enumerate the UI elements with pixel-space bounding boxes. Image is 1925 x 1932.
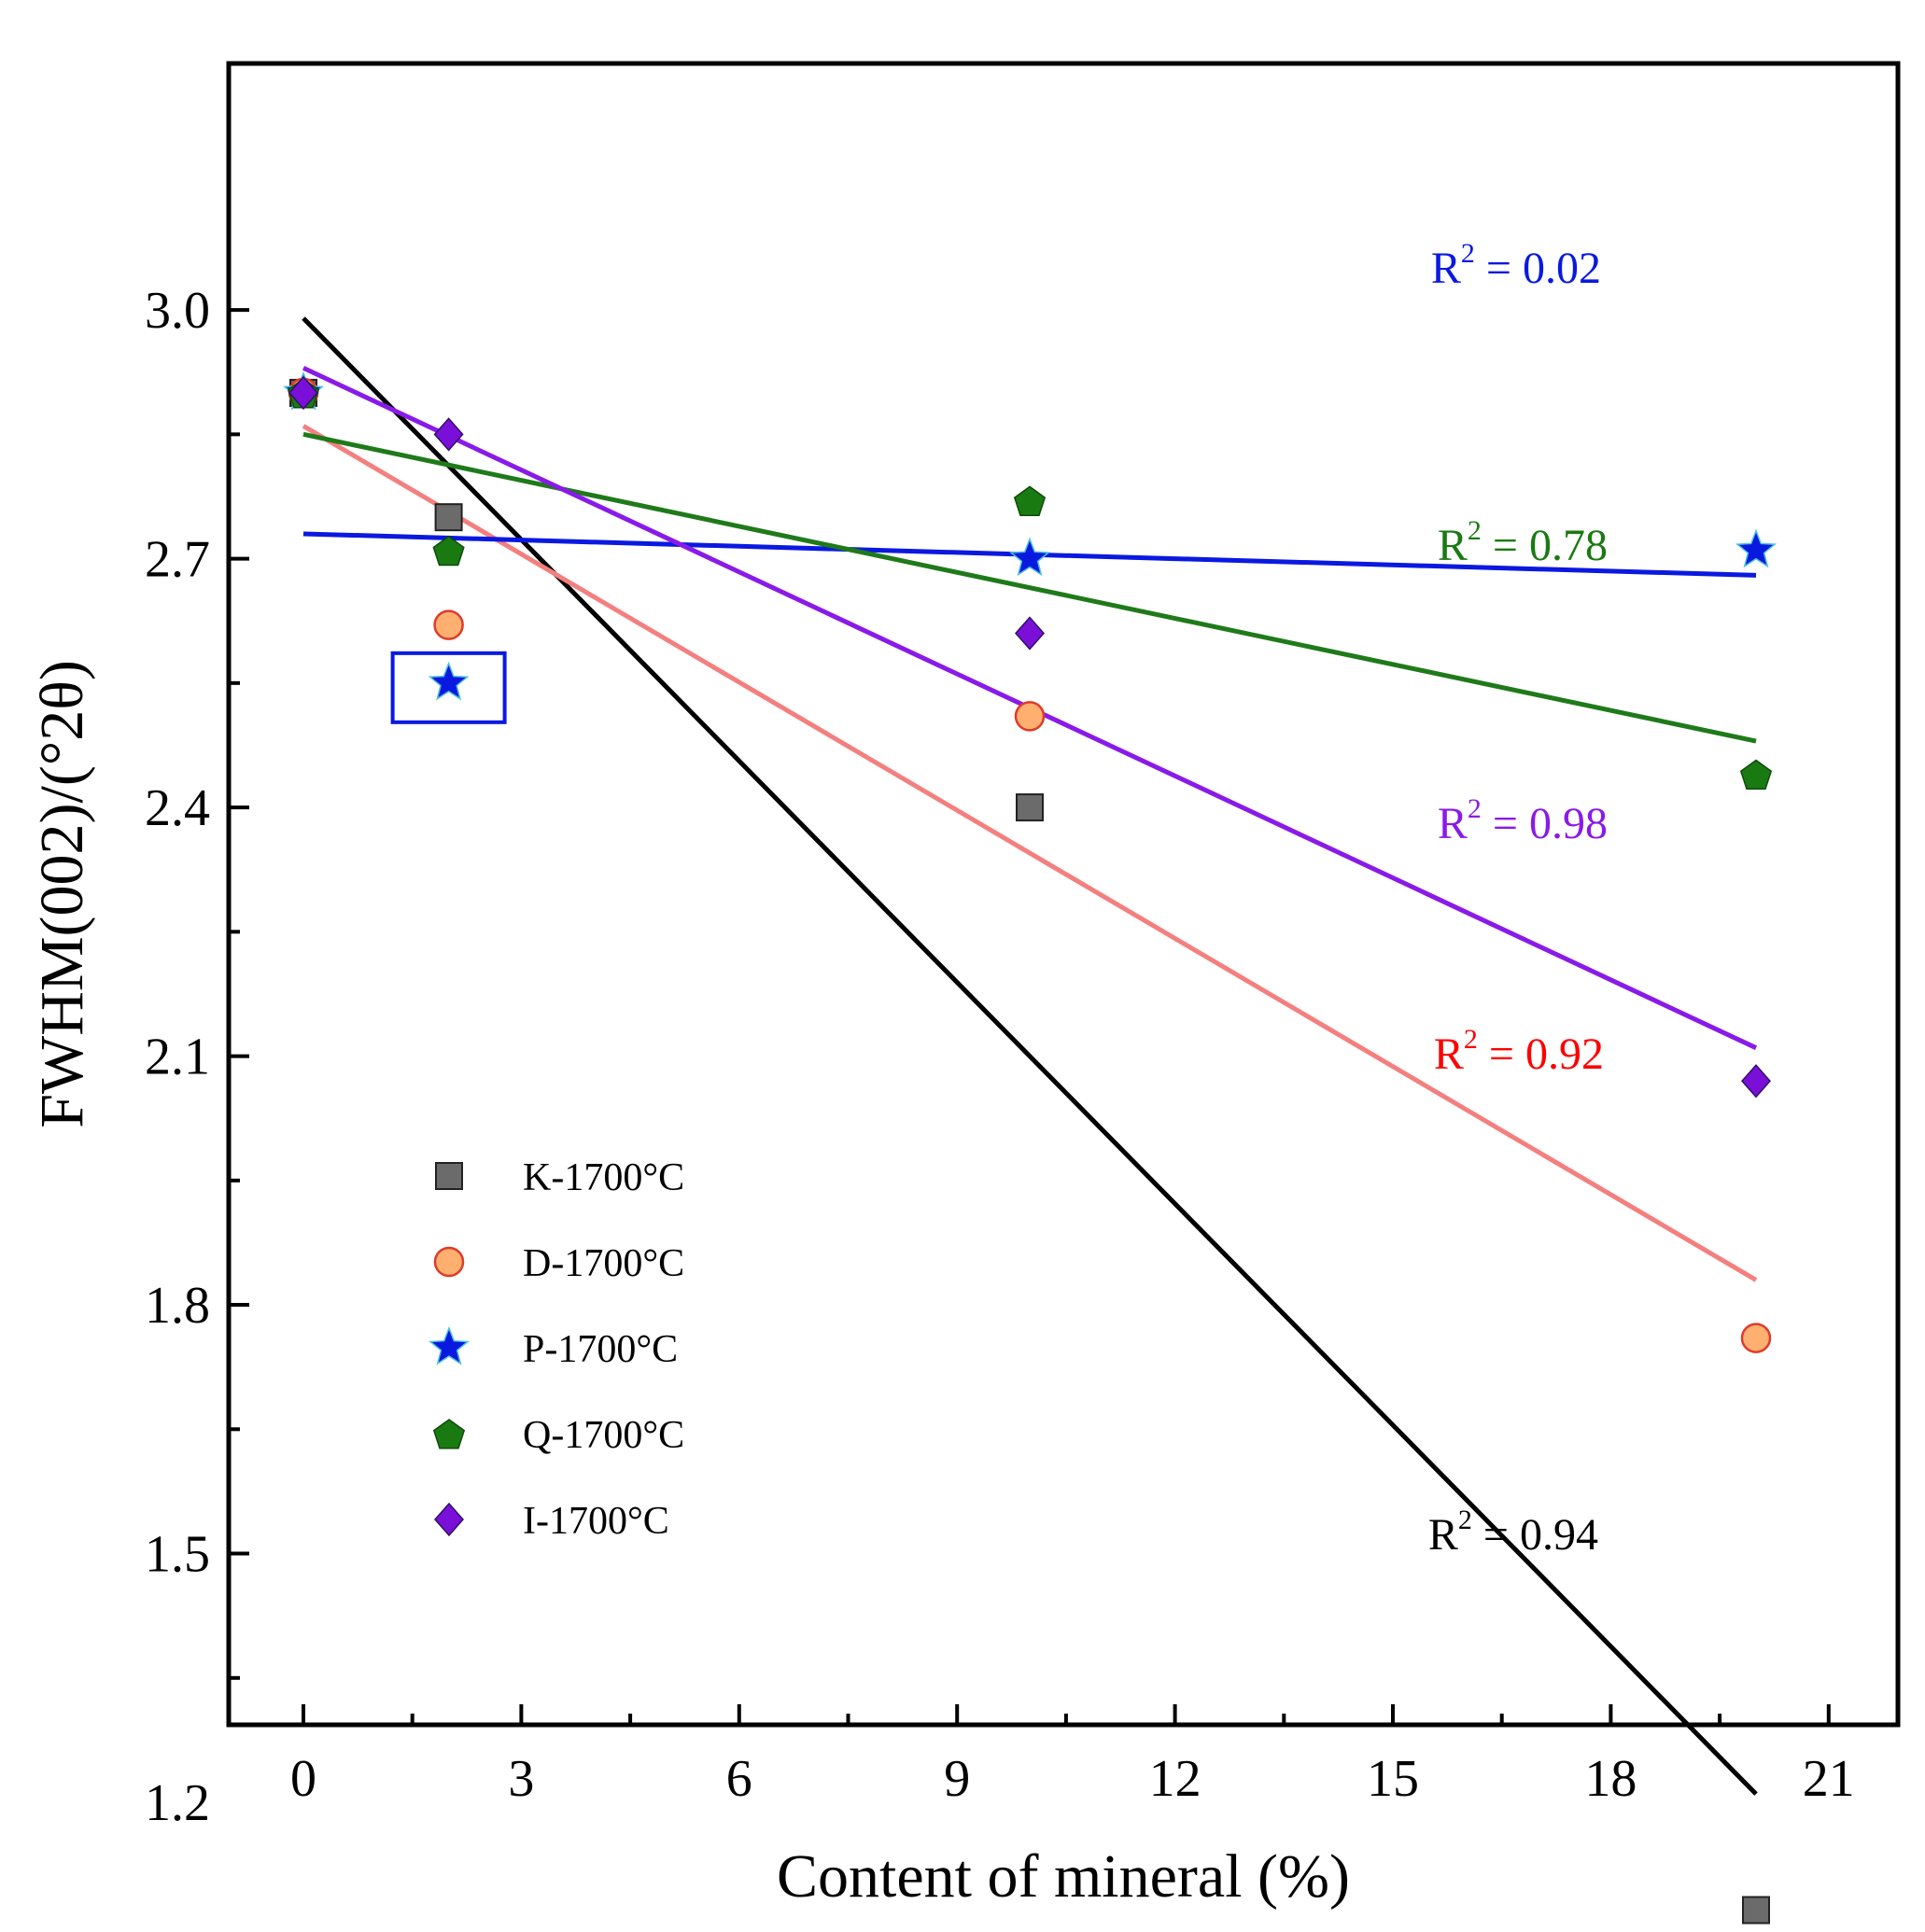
legend-label-d: D-1700°C [523, 1242, 684, 1285]
y-tick-label: 2.1 [145, 1029, 210, 1086]
marker-k-20 [1742, 1896, 1770, 1925]
marker-i-10 [1014, 616, 1046, 651]
r2-label-d: R2 = 0.92 [1434, 1024, 1604, 1079]
legend-marker-i [433, 1502, 465, 1537]
fit-line-d [302, 424, 1758, 1282]
x-tick-label: 18 [1584, 1750, 1637, 1808]
marker-p-10 [1009, 537, 1050, 577]
marker-k-2 [434, 503, 463, 532]
marker-d-10 [1014, 701, 1046, 732]
marker-q-10 [1013, 485, 1047, 516]
x-tick-label: 3 [508, 1750, 534, 1808]
x-tick-label: 9 [944, 1750, 970, 1808]
r2-label-i: R2 = 0.98 [1438, 793, 1608, 848]
marker-q-20 [1739, 759, 1773, 791]
legend-label-i: I-1700°C [523, 1500, 669, 1543]
plot-area-frame [226, 61, 1901, 1728]
axis-ticks [229, 308, 1831, 1725]
x-tick-label: 6 [726, 1750, 752, 1808]
x-tick-label: 15 [1367, 1750, 1419, 1808]
marker-d-20 [1740, 1323, 1772, 1353]
x-axis-title: Content of mineral (%) [777, 1842, 1350, 1911]
tick-labels: 0 3 6 9 12 15 18 21 1.2 1.5 1.8 2.1 2.4 2.7 3.0 [145, 282, 1855, 1832]
fit-line-q [302, 431, 1757, 744]
y-tick-label: 2.7 [145, 531, 210, 589]
marker-k-10 [1016, 793, 1044, 822]
y-tick-label: 2.4 [145, 779, 210, 837]
r2-label-q: R2 = 0.78 [1438, 515, 1608, 570]
marker-i-2 [433, 417, 464, 452]
x-tick-label: 0 [290, 1750, 316, 1808]
r2-label-p: R2 = 0.02 [1431, 238, 1601, 293]
y-tick-label: 3.0 [145, 282, 210, 340]
marker-p-20 [1735, 528, 1777, 568]
r2-label-k: R2 = 0.94 [1428, 1505, 1598, 1560]
x-tick-label: 12 [1149, 1750, 1201, 1808]
y-tick-label: 1.5 [145, 1526, 210, 1584]
y-tick-label: 1.8 [145, 1277, 210, 1335]
legend-marker-q [432, 1419, 466, 1449]
highlight-box [390, 651, 507, 724]
marker-i-0 [288, 375, 319, 411]
y-tick-label: 1.2 [145, 1774, 210, 1832]
r2-labels: R2 = 0.94 R2 = 0.92 R2 = 0.02 R2 = 0.78 R2 =… [1428, 238, 1608, 1560]
marker-i-20 [1740, 1064, 1772, 1099]
y-axis-title: FWHM(002)/(°2θ) [28, 660, 96, 1128]
legend-marker-k [435, 1162, 463, 1190]
marker-q-2 [432, 535, 465, 567]
legend-marker-d [433, 1246, 465, 1278]
legend-label-k: K-1700°C [523, 1156, 684, 1199]
legend-label-p: P-1700°C [523, 1328, 678, 1371]
fit-line-k [302, 316, 1758, 1796]
data-markers [283, 371, 1777, 1925]
marker-p-2 [428, 661, 470, 701]
marker-d-2 [433, 609, 464, 640]
legend: K-1700°C D-1700°C P-1700°C Q-1700°C I-1700°C [429, 1156, 684, 1543]
legend-marker-p [429, 1325, 470, 1365]
legend-label-q: Q-1700°C [523, 1414, 684, 1457]
x-tick-label: 21 [1803, 1750, 1855, 1808]
